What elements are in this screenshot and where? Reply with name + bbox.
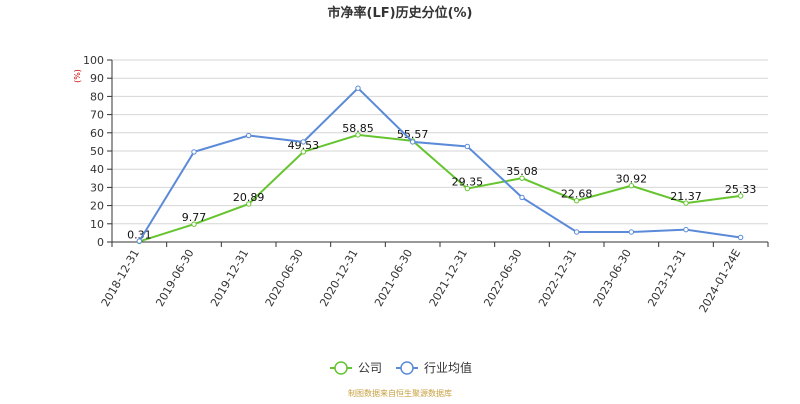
data-point	[355, 85, 361, 91]
series-line	[139, 133, 741, 243]
data-label: 20.89	[233, 191, 265, 204]
y-tick-label: 80	[90, 90, 104, 103]
x-tick-label: 2020-06-30	[263, 247, 306, 309]
x-tick-label: 2022-06-30	[481, 247, 524, 309]
x-tick-label: 2023-06-30	[591, 247, 634, 309]
x-axis-ticks: 2018-12-31 2019-06-30 2019-12-31 2020-06-30…	[99, 242, 769, 315]
x-tick-label: 2022-12-31	[536, 247, 579, 309]
legend: 公司 行业均值	[330, 360, 472, 375]
data-label: 58.85	[342, 122, 374, 135]
legend-label: 公司	[358, 361, 382, 375]
grid-lines	[112, 59, 768, 243]
data-point	[573, 229, 580, 235]
data-label: 9.77	[182, 211, 207, 224]
x-tick-label: 2021-06-30	[372, 247, 415, 309]
y-tick-label: 50	[90, 145, 104, 158]
legend-label: 行业均值	[424, 360, 472, 375]
data-point	[191, 149, 197, 155]
data-point	[519, 175, 525, 181]
legend-marker	[400, 361, 414, 375]
series-line	[138, 86, 741, 242]
data-point	[245, 132, 252, 139]
x-tick-label: 2019-12-31	[208, 247, 251, 309]
data-point	[300, 139, 307, 145]
data-point	[573, 198, 580, 204]
x-tick-label: 2020-12-31	[317, 247, 360, 309]
data-point	[191, 221, 197, 227]
y-tick-label: 40	[90, 163, 104, 176]
source-note: 制图数据来自恒生聚源数据库	[348, 388, 452, 398]
legend-item-industry-average: 行业均值	[396, 360, 472, 375]
y-tick-label: 0	[97, 236, 104, 249]
y-tick-label: 10	[90, 218, 104, 231]
data-label: 35.08	[506, 165, 538, 178]
y-axis-unit-label: (%)	[73, 69, 82, 83]
data-label: 55.57	[397, 128, 429, 141]
y-tick-label: 90	[90, 72, 104, 85]
data-point	[683, 226, 689, 233]
series-industry-average	[136, 85, 744, 244]
data-point	[464, 143, 471, 150]
data-label: 30.92	[616, 173, 648, 186]
x-tick-label: 2018-12-31	[99, 247, 142, 309]
data-point	[737, 193, 744, 199]
data-point	[300, 149, 307, 155]
x-tick-label: 2024-01-24E	[697, 247, 744, 315]
data-label: 25.33	[725, 183, 757, 196]
x-tick-label: 2023-12-31	[645, 247, 688, 309]
data-point	[409, 139, 416, 145]
data-point	[737, 234, 744, 241]
y-tick-label: 70	[90, 109, 104, 122]
data-point	[245, 201, 252, 207]
data-point	[683, 200, 689, 206]
data-point	[464, 185, 471, 192]
data-point	[519, 194, 525, 201]
y-tick-label: 30	[90, 181, 104, 194]
data-point	[628, 183, 635, 189]
data-label: 22.68	[561, 188, 593, 201]
x-tick-label: 2021-12-31	[427, 247, 470, 309]
data-label: 29.35	[452, 176, 484, 189]
data-point	[628, 229, 635, 235]
data-label: 49.53	[288, 139, 320, 152]
x-tick-label: 2019-06-30	[153, 247, 196, 309]
legend-marker	[334, 361, 348, 375]
data-point	[355, 132, 361, 138]
legend-item-company: 公司	[330, 361, 382, 375]
chart-title: 市净率(LF)历史分位(%)	[328, 5, 473, 21]
y-tick-label: 20	[90, 200, 104, 213]
y-tick-label: 100	[83, 54, 104, 67]
data-point	[136, 238, 143, 244]
y-tick-label: 60	[90, 127, 104, 140]
data-label: 21.37	[670, 190, 702, 203]
y-axis-ticks: 0 10 20 30 40 50 60 70 80 90 100	[83, 54, 112, 249]
